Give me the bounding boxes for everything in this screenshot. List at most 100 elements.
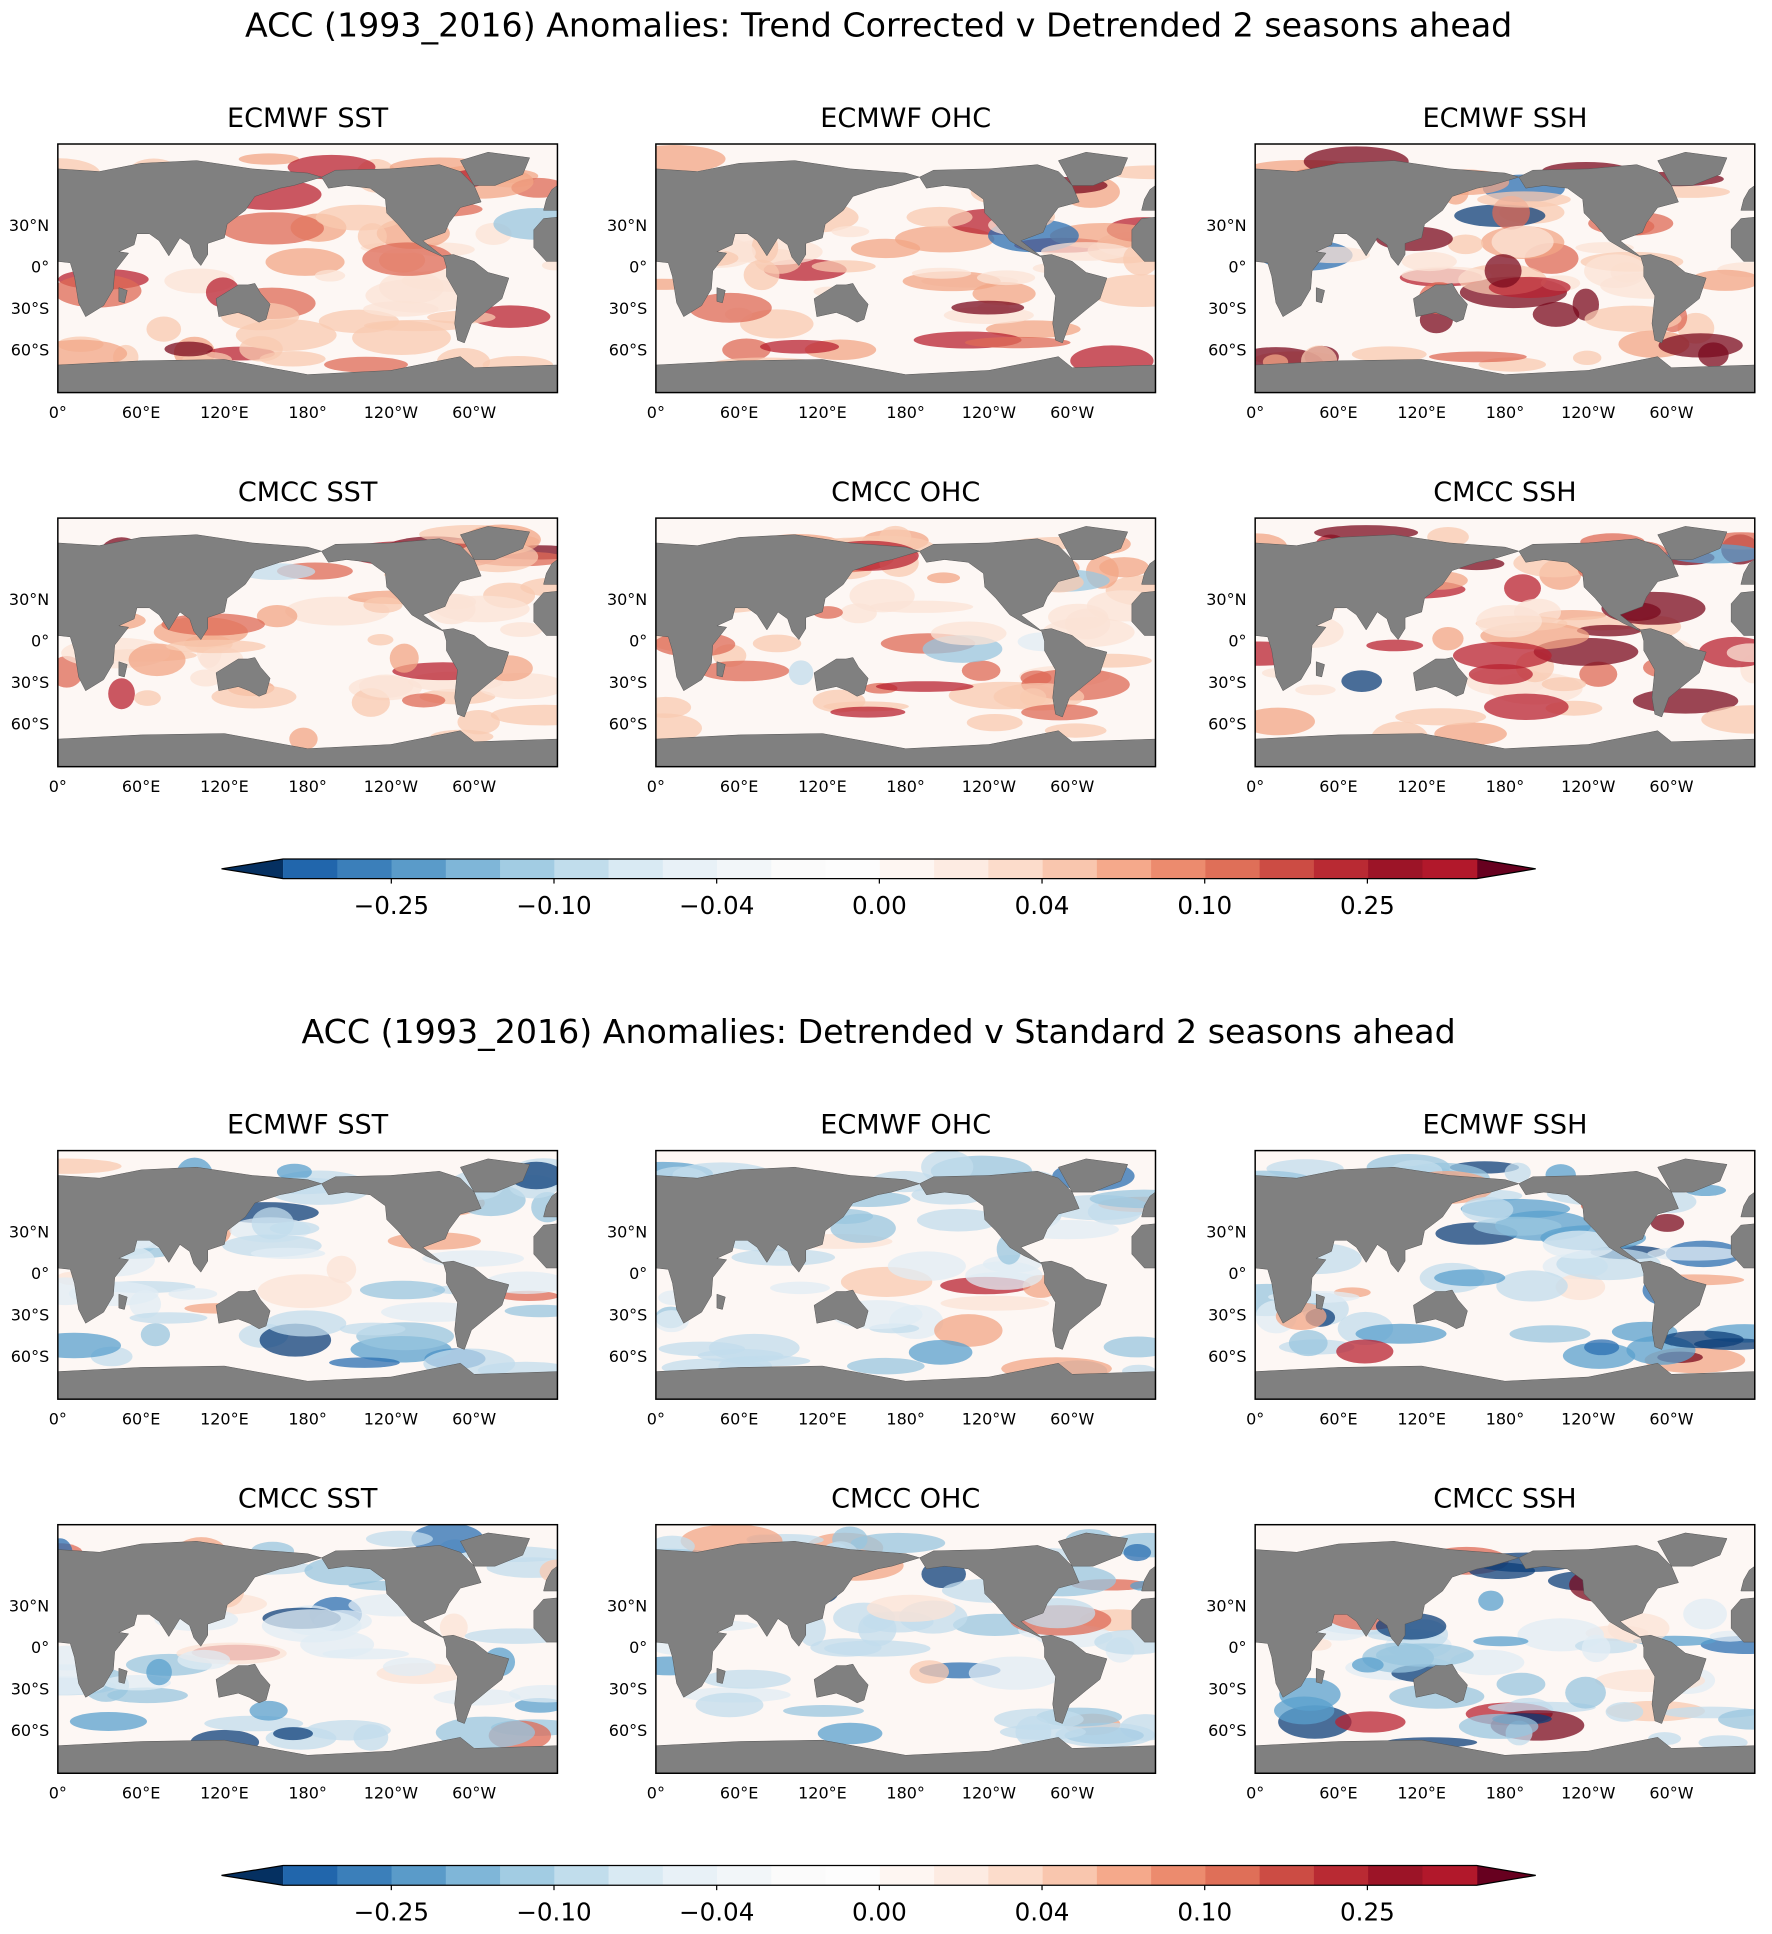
lon-tick-label: 0°: [49, 1784, 67, 1803]
land: [919, 1171, 1108, 1350]
map-frame: [57, 1523, 559, 1774]
colorbar-tick-label: 0.10: [1177, 891, 1232, 920]
lon-tick-label: 60°E: [1319, 777, 1357, 796]
colorbar-segment: [1259, 858, 1315, 879]
lon-tick-label: 60°W: [1649, 403, 1693, 422]
anomaly-patch: [964, 336, 1071, 349]
anomaly-patch: [1726, 643, 1755, 663]
anomaly-patch: [811, 260, 876, 273]
anomaly-patch: [315, 204, 403, 231]
land: [1141, 559, 1156, 585]
lat-tick-label: 60°S: [11, 1721, 49, 1740]
land: [533, 591, 558, 636]
map-body: [57, 144, 558, 393]
colorbar-segment: [283, 1865, 338, 1886]
map-body: [1255, 1524, 1755, 1774]
colorbar-segment: [445, 858, 501, 879]
map-frame: [1254, 143, 1756, 394]
anomaly-patch: [367, 634, 394, 646]
anomaly-patch: [1355, 1323, 1447, 1344]
land: [655, 534, 921, 692]
colorbar-outline: [221, 1864, 1536, 1886]
lon-tick-label: 60°E: [1319, 1784, 1357, 1803]
panel-title: CMCC OHC: [831, 477, 980, 508]
lon-tick-label: 120°E: [200, 1410, 249, 1429]
land: [1255, 1737, 1755, 1774]
lat-tick-label: 60°S: [609, 1721, 647, 1740]
lon-tick-label: 120°E: [798, 777, 847, 796]
anomaly-patch: [993, 1708, 1084, 1730]
anomaly-patch: [471, 305, 551, 328]
panel-title: ECMWF OHC: [820, 103, 991, 134]
panel-title: CMCC SSH: [1433, 477, 1576, 508]
anomaly-patch: [921, 1150, 974, 1184]
land: [1413, 283, 1468, 323]
colorbar-tick-label: 0.25: [1340, 1898, 1395, 1927]
land: [321, 1545, 510, 1724]
colorbar-segment: [283, 858, 338, 879]
lat-tick-label: 60°S: [11, 1347, 49, 1366]
map-body: [1255, 144, 1755, 393]
land: [533, 1223, 558, 1269]
land: [215, 657, 271, 697]
lat-tick-label: 0°: [629, 1264, 647, 1283]
colorbar-segment: [337, 1865, 393, 1886]
anomaly-patch: [1487, 1701, 1596, 1714]
lon-tick-label: 120°E: [1397, 1410, 1446, 1429]
anomaly-patch: [909, 1660, 950, 1684]
land: [57, 1737, 558, 1774]
land: [1657, 151, 1728, 186]
lat-tick-label: 30°S: [609, 299, 647, 318]
land: [1058, 526, 1129, 560]
anomaly-patch: [1476, 605, 1542, 638]
lon-tick-label: 120°W: [962, 1784, 1017, 1803]
lon-tick-label: 120°W: [1561, 1410, 1616, 1429]
lon-tick-label: 180°: [288, 777, 327, 796]
anomaly-patch: [968, 1656, 1063, 1690]
figure-title: ACC (1993_2016) Anomalies: Trend Correct…: [245, 6, 1512, 45]
anomaly-patch: [265, 248, 345, 276]
land: [1518, 164, 1707, 344]
map-body: [57, 518, 558, 767]
map-body: [57, 1524, 558, 1774]
lat-tick-label: 60°S: [1208, 1347, 1246, 1366]
colorbar-tick-label: −0.04: [679, 891, 754, 920]
anomaly-patch: [359, 1280, 446, 1300]
anomaly-patch: [324, 356, 408, 373]
land: [1315, 287, 1325, 304]
anomaly-patch: [1509, 1325, 1591, 1343]
lat-tick-label: 30°N: [9, 1223, 49, 1242]
map-body: [57, 1150, 558, 1400]
anomaly-patch: [289, 727, 318, 751]
land: [1141, 1191, 1156, 1218]
lat-tick-label: 0°: [1228, 1264, 1246, 1283]
anomaly-patch: [57, 339, 128, 368]
anomaly-patch: [887, 1251, 966, 1281]
anomaly-patch: [439, 1613, 468, 1642]
anomaly-patch: [1099, 557, 1149, 578]
lat-tick-label: 30°N: [9, 1597, 49, 1616]
map-body: [1255, 1150, 1755, 1400]
colorbar-tick-label: −0.10: [516, 1898, 591, 1927]
anomaly-patch: [770, 1281, 830, 1295]
anomaly-patch: [1473, 1636, 1529, 1647]
lon-tick-label: 0°: [1246, 1784, 1264, 1803]
anomaly-patch: [1094, 1629, 1156, 1655]
anomaly-patch: [434, 595, 530, 623]
lat-tick-label: 0°: [31, 257, 49, 276]
anomaly-patch: [259, 351, 326, 367]
lon-tick-label: 120°E: [798, 1784, 847, 1803]
map-frame: [655, 1523, 1157, 1774]
lat-tick-label: 0°: [1228, 257, 1246, 276]
anomaly-patch: [1496, 1270, 1568, 1302]
land: [1518, 1545, 1707, 1724]
lat-tick-label: 30°N: [9, 216, 49, 235]
lat-tick-label: 30°S: [1208, 1680, 1246, 1699]
land: [716, 661, 726, 678]
colorbar-segment: [1096, 1865, 1152, 1886]
land: [1255, 160, 1520, 318]
land: [1255, 730, 1755, 767]
panel-title: ECMWF SST: [227, 103, 389, 134]
land: [1730, 1597, 1755, 1643]
land: [1131, 1597, 1156, 1643]
